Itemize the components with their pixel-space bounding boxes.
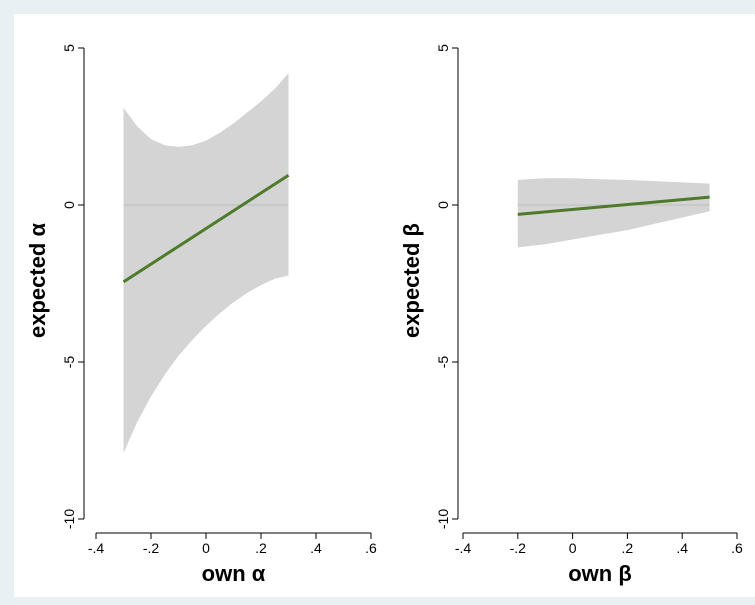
panel-1-x-tick-label: .4 — [310, 540, 322, 556]
panel-1-x-tick-label: .2 — [255, 540, 267, 556]
panel-2-y-tick-label: -10 — [435, 509, 451, 529]
panel-2-x-tick-label: .4 — [676, 540, 688, 556]
panel-1-y-axis-title: expected α — [25, 223, 50, 338]
panel-2-plot: 5 0 -5 -10-.4 -.2 0 .2 .4 .6 own β expected β — [399, 44, 743, 586]
panel-1-x-axis-title: own α — [202, 561, 266, 586]
panel-1-x-tick-label: .6 — [365, 540, 377, 556]
panel-1-x-tick-label: -.2 — [143, 540, 160, 556]
panel-2-y-tick-label: -5 — [435, 356, 451, 369]
panel-2-x-tick-label: 0 — [569, 540, 577, 556]
panel-2-x-tick-label: -.4 — [455, 540, 472, 556]
panel-2-x-tick-label: -.2 — [510, 540, 527, 556]
panel-2-fitted-line — [517, 195, 710, 216]
panel-1-y-tick-label: 0 — [61, 201, 77, 209]
panel-1-confidence-band — [123, 73, 289, 454]
panel-1-fitted-line — [122, 173, 290, 284]
panel-1-plot: 5 0 -5 -10 -.4 -.2 0 .2 .4 .6 own α expected α — [25, 44, 377, 586]
panel-1-y-tick-label: -10 — [61, 509, 77, 529]
panel-2-y-tick-label: 0 — [435, 201, 451, 209]
panel-1-x-tick-label: -.4 — [88, 540, 105, 556]
panel-2-y-axis-title: expected β — [399, 223, 424, 338]
panel-2-x-axis-title: own β — [568, 561, 632, 586]
panel-1-x-tick-label: 0 — [202, 540, 210, 556]
panel-1-y-tick-label: -5 — [61, 356, 77, 369]
panel-2-y-tick-label: 5 — [435, 44, 451, 52]
panel-2-x-tick-label: .2 — [622, 540, 634, 556]
panel-2-x-tick-label: .6 — [731, 540, 743, 556]
panel-2-confidence-band — [517, 178, 710, 248]
chart-frame: 5 0 -5 -10 -.4 -.2 0.2.4.6 own α expected α 5 0 -5-… — [14, 14, 755, 597]
panel-1-y-tick-label: 5 — [61, 44, 77, 52]
